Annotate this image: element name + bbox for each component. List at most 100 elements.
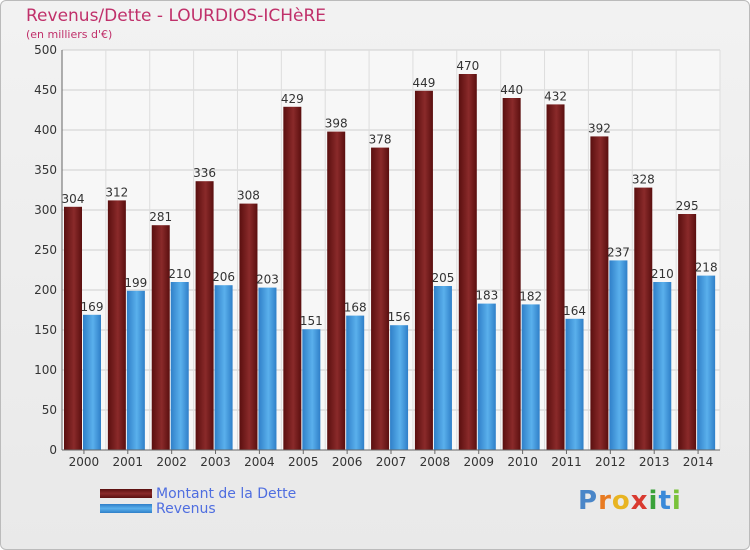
revenue-value-label: 183 — [475, 289, 498, 303]
debt-bar — [546, 104, 565, 451]
revenue-value-label: 218 — [695, 261, 718, 275]
debt-bar — [371, 147, 390, 450]
debt-value-label: 281 — [149, 210, 172, 224]
debt-value-label: 429 — [281, 92, 304, 106]
revenue-bar — [433, 286, 452, 450]
y-tick-label: 300 — [34, 203, 57, 217]
x-tick-label: 2011 — [551, 455, 582, 469]
debt-bar — [634, 187, 653, 450]
legend-swatch-revenue — [100, 504, 152, 513]
legend-label-debt: Montant de la Dette — [156, 485, 297, 502]
revenue-value-label: 156 — [388, 310, 411, 324]
legend-swatch-debt — [100, 489, 152, 498]
revenue-bar — [390, 325, 409, 450]
y-tick-label: 250 — [34, 243, 57, 257]
revenue-value-label: 151 — [300, 314, 323, 328]
revenue-bar — [653, 282, 672, 450]
revenue-value-label: 203 — [256, 273, 279, 287]
debt-value-label: 336 — [193, 166, 216, 180]
debt-value-label: 392 — [588, 121, 611, 135]
debt-bar — [502, 98, 521, 450]
debt-bar — [458, 74, 477, 450]
debt-value-label: 398 — [325, 117, 348, 131]
legend: Montant de la Dette Revenus — [100, 485, 297, 517]
y-tick-label: 150 — [34, 323, 57, 337]
revenue-value-label: 182 — [519, 289, 542, 303]
debt-value-label: 432 — [544, 89, 567, 103]
y-tick-label: 200 — [34, 283, 57, 297]
debt-value-label: 304 — [62, 192, 85, 206]
revenue-value-label: 164 — [563, 304, 586, 318]
logo-letter: P — [578, 486, 599, 516]
x-tick-label: 2010 — [507, 455, 538, 469]
x-tick-label: 2001 — [113, 455, 144, 469]
revenue-bar — [697, 275, 716, 450]
revenue-value-label: 210 — [651, 267, 674, 281]
logo-letter: r — [598, 486, 612, 516]
debt-value-label: 449 — [412, 76, 435, 90]
x-tick-label: 2000 — [69, 455, 100, 469]
revenue-bar — [170, 282, 189, 450]
revenue-value-label: 237 — [607, 245, 630, 259]
x-tick-label: 2013 — [639, 455, 670, 469]
debt-value-label: 295 — [676, 199, 699, 213]
y-tick-label: 450 — [34, 83, 57, 97]
legend-item-revenue: Revenus — [100, 500, 296, 517]
revenue-value-label: 168 — [344, 301, 367, 315]
legend-item-debt: Montant de la Dette — [100, 485, 297, 502]
x-tick-label: 2002 — [156, 455, 187, 469]
debt-bar — [327, 131, 346, 450]
revenue-bar — [258, 287, 277, 450]
debt-bar — [283, 106, 302, 451]
revenue-bar — [565, 318, 584, 450]
debt-value-label: 378 — [369, 133, 392, 147]
y-tick-label: 500 — [34, 43, 57, 57]
debt-value-label: 328 — [632, 173, 655, 187]
revenue-value-label: 205 — [431, 271, 454, 285]
revenue-value-label: 210 — [168, 267, 191, 281]
revenue-bar — [126, 290, 145, 450]
debt-value-label: 440 — [500, 83, 523, 97]
y-tick-label: 400 — [34, 123, 57, 137]
debt-bar — [195, 181, 214, 450]
debt-bar — [678, 214, 697, 450]
logo-letter: t — [658, 486, 672, 516]
legend-label-revenue: Revenus — [156, 500, 216, 517]
y-tick-label: 350 — [34, 163, 57, 177]
revenue-bar — [521, 304, 540, 450]
debt-bar — [414, 90, 433, 451]
revenue-bar — [477, 303, 496, 450]
x-tick-label: 2003 — [200, 455, 231, 469]
x-tick-label: 2014 — [683, 455, 714, 469]
logo-letter: i — [671, 486, 682, 516]
x-tick-label: 2006 — [332, 455, 363, 469]
debt-bar — [107, 200, 126, 450]
revenue-bar — [214, 285, 233, 450]
x-tick-label: 2009 — [463, 455, 494, 469]
debt-bar — [590, 136, 609, 450]
x-tick-label: 2012 — [595, 455, 626, 469]
proxiti-logo: Proxiti — [578, 486, 682, 516]
revenue-value-label: 199 — [124, 276, 147, 290]
x-tick-label: 2004 — [244, 455, 275, 469]
revenue-bar — [346, 315, 365, 450]
chart-subtitle: (en milliers d'€) — [26, 28, 113, 41]
logo-letter: x — [630, 486, 649, 516]
logo-letter: o — [611, 486, 631, 516]
logo-letter: i — [648, 486, 659, 516]
chart-title: Revenus/Dette - LOURDIOS-ICHèRE — [26, 6, 327, 26]
revenue-bar — [302, 329, 321, 450]
revenue-value-label: 206 — [212, 270, 235, 284]
y-tick-label: 50 — [42, 403, 57, 417]
y-tick-label: 0 — [49, 443, 57, 457]
x-tick-label: 2008 — [420, 455, 451, 469]
x-tick-label: 2007 — [376, 455, 407, 469]
y-tick-label: 100 — [34, 363, 57, 377]
revenue-bar — [609, 260, 628, 450]
debt-value-label: 308 — [237, 189, 260, 203]
revenue-value-label: 169 — [81, 300, 104, 314]
debt-value-label: 470 — [456, 59, 479, 73]
debt-bar — [151, 225, 170, 450]
x-tick-label: 2005 — [288, 455, 319, 469]
debt-value-label: 312 — [105, 185, 128, 199]
